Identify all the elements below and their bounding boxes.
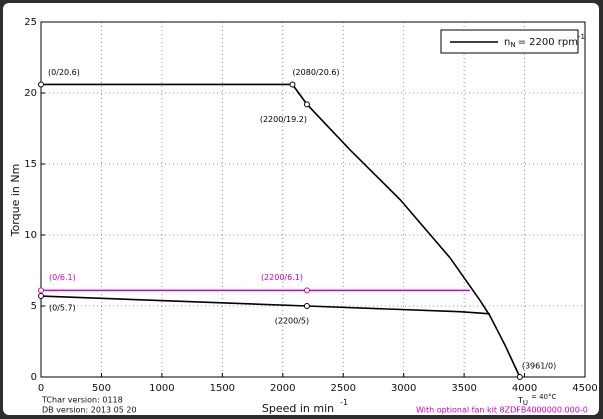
fan-note: With optional fan kit 8ZDFB4000000.000-0	[416, 406, 588, 415]
legend-text: = 2200 rpm	[518, 37, 578, 48]
tchar-version: TChar version: 0118	[41, 396, 123, 405]
x-tick-label: 4000	[512, 383, 537, 394]
x-tick-label: 4500	[572, 383, 597, 394]
x-axis-label-sup: -1	[340, 398, 348, 407]
point-marker	[38, 81, 44, 88]
x-tick-label: 0	[38, 383, 44, 394]
temp-t: T	[517, 396, 523, 405]
y-tick-label: 5	[31, 301, 37, 312]
x-tick-label: 3500	[451, 383, 476, 394]
x-tick-label: 2000	[270, 383, 295, 394]
series-line	[40, 295, 491, 315]
x-tick-label: 1000	[149, 383, 174, 394]
legend-box	[440, 29, 579, 54]
point-label: (3961/0)	[522, 362, 556, 371]
point-marker	[303, 101, 310, 108]
point-marker	[516, 374, 523, 380]
point-label: (2080/20.6)	[292, 68, 339, 77]
y-tick-label: 0	[31, 372, 37, 383]
x-tick-label: 1500	[210, 383, 235, 394]
y-tick-label: 10	[24, 230, 37, 241]
x-axis-label-text: Speed in min	[262, 402, 334, 415]
y-axis-label: Torque in Nm	[9, 164, 22, 238]
point-marker	[38, 287, 44, 294]
point-label: (0/5.7)	[49, 304, 76, 313]
x-tick-label: 500	[92, 383, 111, 394]
point-label: (2200/6.1)	[261, 273, 303, 282]
point-marker	[303, 287, 310, 294]
db-version: DB version: 2013 05 20	[42, 406, 137, 415]
point-label: (2200/5)	[275, 317, 309, 326]
temp-value: = 40°C	[531, 393, 556, 401]
point-label: (2200/19.2)	[260, 115, 307, 124]
point-marker	[303, 303, 310, 309]
x-axis-label: Speed in min -1	[262, 398, 348, 416]
legend-sub: N	[510, 41, 515, 49]
legend-sup: -1	[578, 33, 585, 41]
temperature: TU= 40°C	[517, 393, 557, 407]
x-tick-label: 2500	[330, 383, 355, 394]
point-label: (0/6.1)	[49, 273, 76, 282]
point-label: (0/20.6)	[48, 68, 80, 77]
x-tick-label: 3000	[391, 383, 416, 394]
legend-entry: nN = 2200 rpm-1	[504, 33, 585, 49]
y-tick-label: 20	[24, 88, 37, 99]
series-line	[41, 83, 521, 378]
point-marker	[289, 81, 296, 88]
y-tick-label: 15	[24, 159, 37, 170]
temp-sub: U	[523, 399, 528, 407]
y-tick-label: 25	[24, 17, 37, 28]
point-marker	[38, 293, 44, 300]
plot-frame	[40, 21, 586, 378]
legend-n: n	[504, 37, 510, 48]
